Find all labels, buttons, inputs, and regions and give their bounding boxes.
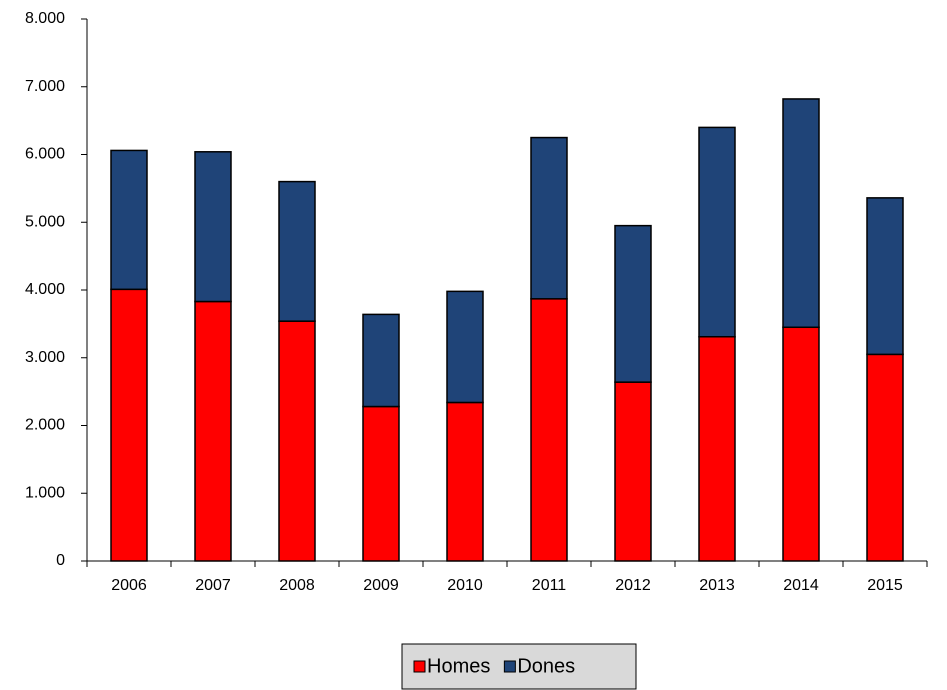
bar-segment: [866, 197, 904, 356]
bar-segment: [110, 288, 148, 562]
bar-segment: [698, 335, 736, 562]
x-tick-label: 2008: [279, 577, 315, 594]
bar-segment: [530, 298, 568, 562]
bar-segment: [614, 224, 652, 383]
y-tick-label: 4.000: [25, 281, 65, 298]
y-tick-label: 3.000: [25, 349, 65, 366]
legend-label: Dones: [517, 655, 575, 677]
y-tick-label: 1.000: [25, 484, 65, 501]
x-tick-label: 2006: [111, 577, 147, 594]
x-tick-label: 2012: [615, 577, 651, 594]
x-tick-label: 2007: [195, 577, 231, 594]
legend-label: Homes: [427, 655, 490, 677]
y-tick-label: 7.000: [25, 78, 65, 95]
y-tick-label: 8.000: [25, 10, 65, 27]
bar-segment: [362, 313, 400, 408]
bar-segment: [530, 136, 568, 300]
bar-segment: [866, 353, 904, 562]
bar-segment: [194, 151, 232, 303]
x-tick-label: 2011: [532, 577, 567, 594]
y-tick-label: 6.000: [25, 146, 65, 163]
bar-segment: [278, 180, 316, 322]
legend-swatch: [413, 660, 426, 673]
bar-segment: [698, 126, 736, 338]
bar-segment: [782, 326, 820, 562]
legend-box: [401, 643, 637, 690]
x-tick-label: 2015: [867, 577, 903, 594]
x-tick-label: 2013: [699, 577, 735, 594]
bar-segment: [446, 401, 484, 562]
x-tick-label: 2010: [447, 577, 483, 594]
x-tick-label: 2014: [783, 577, 819, 594]
y-tick-label: 5.000: [25, 213, 65, 230]
bar-segment: [362, 405, 400, 562]
bar-segment: [446, 290, 484, 404]
bar-segment: [194, 300, 232, 562]
y-tick-label: 0: [56, 552, 65, 569]
bar-segment: [278, 320, 316, 562]
bar-segment: [782, 98, 820, 329]
bar-segment: [614, 381, 652, 562]
legend-swatch: [503, 660, 516, 673]
x-tick-label: 2009: [363, 577, 399, 594]
y-tick-label: 2.000: [25, 417, 65, 434]
bar-segment: [110, 149, 148, 291]
